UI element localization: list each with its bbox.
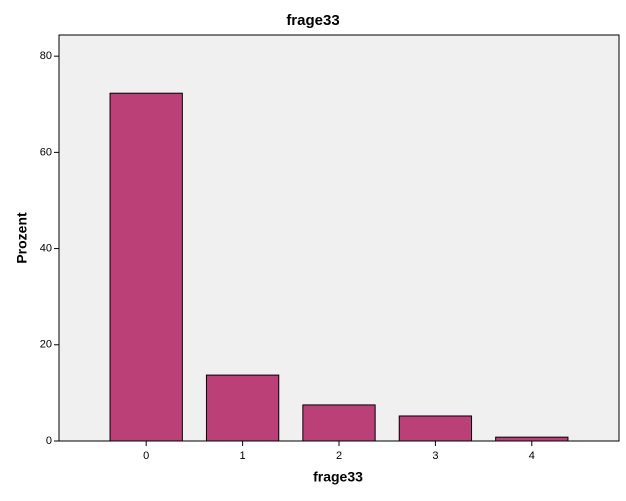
y-tick-label: 40 — [40, 242, 52, 254]
x-tick-label: 0 — [143, 450, 149, 462]
x-tick-label: 2 — [336, 450, 342, 462]
x-tick-label: 4 — [529, 450, 535, 462]
bar — [205, 374, 280, 442]
bar — [398, 415, 473, 442]
y-tick-label: 80 — [40, 50, 52, 62]
bar — [302, 404, 376, 442]
chart-title: frage33 — [286, 12, 339, 29]
x-tick-label: 3 — [432, 450, 438, 462]
x-tick-label: 1 — [240, 450, 246, 462]
bar — [109, 92, 183, 442]
y-tick-label: 0 — [46, 435, 52, 447]
y-tick-label: 60 — [40, 146, 52, 158]
bar — [495, 436, 569, 442]
x-axis-title: frage33 — [313, 469, 363, 485]
y-tick-label: 20 — [40, 339, 52, 351]
y-axis-title: Prozent — [14, 212, 30, 264]
